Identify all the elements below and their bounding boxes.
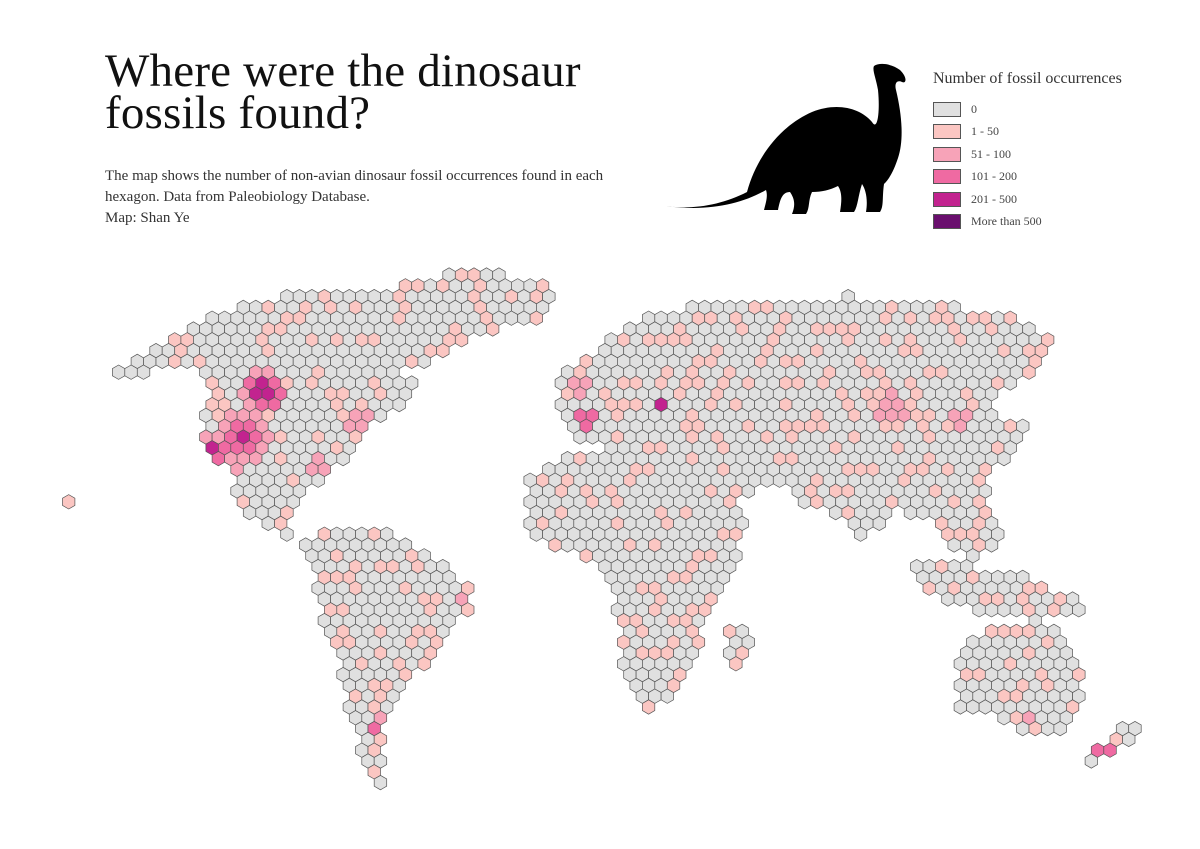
hex-cell (1053, 720, 1067, 737)
legend-item: 51 - 100 (933, 143, 1183, 166)
hex-cell (529, 526, 543, 542)
sauropod-silhouette-icon (666, 63, 906, 215)
hex-cell (486, 321, 500, 337)
hex-cell (872, 515, 886, 532)
hex-cell (280, 526, 294, 542)
map-credit: Map: Shan Ye (105, 210, 190, 226)
hex-cell (1003, 375, 1017, 391)
hex-cell (1022, 364, 1036, 380)
hex-cell (461, 602, 475, 618)
legend-swatch (933, 101, 961, 117)
hex-cell (417, 353, 431, 370)
hex-cell (1009, 602, 1024, 618)
hex-cell (922, 580, 936, 596)
legend-swatch (933, 169, 961, 185)
hex-cell (417, 656, 431, 672)
hex-cell (984, 602, 999, 618)
legend-swatch (933, 191, 961, 207)
hex-cell (903, 504, 918, 521)
hex-cell (829, 504, 843, 521)
hex-cell (729, 656, 743, 672)
legend-label: 51 - 100 (971, 146, 1011, 161)
hex-cell (916, 504, 930, 521)
hex-cell (1041, 720, 1055, 737)
hex-cell (760, 472, 774, 488)
hex-cell (136, 364, 151, 380)
hex-cell (660, 688, 674, 704)
legend-item: 101 - 200 (933, 166, 1183, 189)
hex-cell (517, 310, 531, 326)
hex-cell (978, 699, 992, 715)
hex-cell (854, 526, 868, 542)
hex-cell (211, 450, 225, 467)
hex-cell (810, 494, 824, 510)
hex-cell (124, 364, 138, 380)
hex-cell (772, 472, 787, 488)
hex-cell (953, 591, 967, 607)
hex-cell (1028, 720, 1042, 737)
hex-cell (504, 310, 519, 326)
hex-cell (311, 472, 325, 488)
hex-cell (473, 321, 487, 337)
hex-cell (997, 450, 1011, 467)
hex-cell (373, 407, 388, 424)
legend-swatch (933, 124, 961, 140)
hex-cell (972, 602, 986, 618)
hex-cell (797, 494, 812, 510)
hex-cell (560, 537, 575, 553)
legend-title: Number of fossil occurrences (933, 70, 1122, 87)
hex-cell (373, 774, 388, 791)
hex-cell (966, 699, 980, 715)
legend-label: 0 (971, 101, 977, 116)
hex-cell (62, 494, 76, 510)
hex-cell (997, 710, 1011, 726)
map-subtitle: The map shows the number of non-avian di… (105, 168, 604, 205)
hex-cell (642, 699, 656, 715)
hex-cell (548, 537, 562, 553)
hex-cell (1084, 753, 1098, 769)
hex-cell (168, 353, 182, 370)
hex-cell (941, 591, 955, 607)
hex-cell (454, 332, 469, 348)
hex-cell (1072, 602, 1086, 618)
hex-cell (741, 483, 755, 499)
hex-cell (947, 537, 961, 553)
hex-cell (529, 310, 543, 326)
hex-world-map (62, 267, 1142, 791)
hex-cell (261, 515, 275, 532)
hex-cell (392, 396, 406, 413)
hex-cell (1016, 720, 1030, 737)
legend-item: 201 - 500 (933, 188, 1183, 211)
hex-cell (155, 353, 169, 370)
map-title: Where were the dinosaur fossils found? (105, 45, 581, 139)
hex-cell (1059, 602, 1073, 618)
legend: Number of fossil occurrences 0 1 - 50 51… (933, 70, 1183, 233)
hex-cell (1047, 602, 1061, 618)
hex-cell (112, 364, 126, 380)
hex-cell (585, 429, 600, 445)
legend-item: 1 - 50 (933, 121, 1183, 144)
hex-cell (242, 504, 257, 521)
hex-cell (1103, 742, 1117, 758)
legend-swatch (933, 146, 961, 162)
hex-cell (436, 342, 450, 359)
legend-label: 1 - 50 (971, 124, 999, 139)
hex-cell (1122, 731, 1136, 748)
legend-item: More than 500 (933, 211, 1183, 234)
hex-cell (953, 699, 967, 715)
hex-cell (579, 548, 593, 564)
legend-label: 101 - 200 (971, 169, 1017, 184)
hex-cell (984, 537, 999, 553)
legend-swatch (933, 214, 961, 230)
hex-cell (573, 429, 587, 445)
hex-cell (405, 353, 419, 370)
hex-cell (336, 450, 350, 467)
legend-label: More than 500 (971, 214, 1042, 229)
legend-label: 201 - 500 (971, 191, 1017, 206)
hex-cell (997, 602, 1011, 618)
legend-item: 0 (933, 98, 1183, 121)
hex-cell (180, 353, 194, 370)
